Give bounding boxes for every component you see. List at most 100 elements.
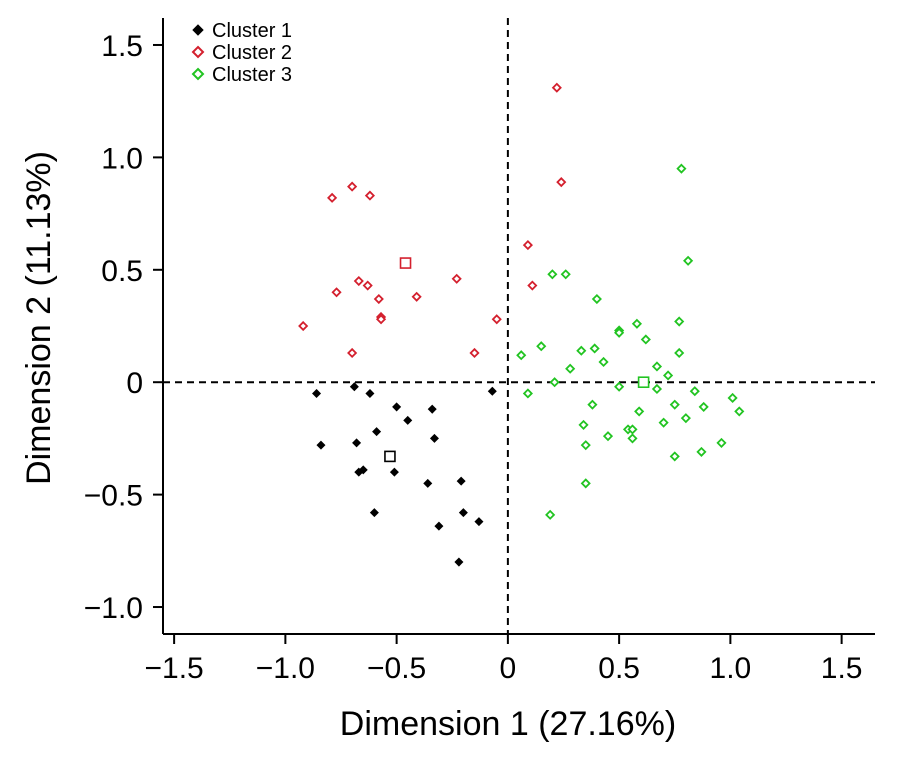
cluster-3-point [680,413,691,424]
cluster-1-point [372,427,382,437]
cluster-1-point [456,476,466,486]
cluster-3-point [614,327,625,338]
cluster-1-point [349,382,359,392]
cluster-3-point [614,381,625,392]
cluster-3-point [547,269,558,280]
cluster-3-point [640,334,651,345]
y-tick-label: 0.5 [101,255,143,288]
cluster-2-legend-marker [191,45,205,59]
cluster-2-point [331,287,342,298]
reference-lines [163,18,875,634]
cluster-3-point [734,406,745,417]
cluster-2-point [451,273,462,284]
cluster-1-point [352,438,362,448]
cluster-1-point [427,404,437,414]
cluster-3-point [545,509,556,520]
y-tick-label: −0.5 [84,480,143,513]
cluster-1-point [458,508,468,518]
cluster-3-point [674,347,685,359]
cluster-2-point [522,239,533,251]
cluster-3-point [689,386,700,397]
cluster-2-point [373,293,384,305]
x-tick-label: −1.0 [256,652,315,685]
cluster-2-point [362,280,373,291]
x-axis-title: Dimension 1 (27.16%) [340,705,676,743]
cluster-2-point [375,314,387,325]
cluster-3-point [602,431,614,442]
cluster-2-point [353,275,364,287]
cluster-3-point [565,363,576,374]
cluster-1-legend-marker [192,24,204,36]
cluster-2-point [491,314,502,325]
cluster-1-point [403,415,413,425]
y-tick-label: 1.0 [101,142,143,175]
cluster-2-point [347,347,358,359]
cluster-3-point [676,163,687,174]
cluster-1-point [389,467,399,477]
y-tick-label: 1.5 [101,30,143,63]
axes: −1.5 −1.0 −0.5 0 0.5 1.0 1.51.51.00.50−0.5−1.0 [84,18,875,685]
cluster-2-point [327,192,338,203]
cluster-3-point [698,401,709,413]
cluster-1-point [474,517,484,527]
cluster-3-point [536,341,547,352]
cluster-2-point [298,320,309,332]
cluster-2-point [469,347,480,359]
cluster-2-point [364,190,375,201]
cluster-1-point [423,478,433,488]
cluster-2-centroid [399,257,412,269]
y-tick-label: −1.0 [84,592,143,625]
cluster-3-point [587,399,598,410]
cluster-3-point [631,318,642,329]
cluster-1-legend-label: Cluster 1 [212,20,292,42]
cluster-3-point [560,269,571,280]
cluster-1-point [365,388,375,398]
y-tick-label: 0 [126,367,143,400]
cluster-3-point [669,399,680,410]
cluster-3-point [651,361,663,372]
cluster-3-point [576,345,587,356]
cluster-3-point [578,419,589,430]
cluster-3-legend-label: Cluster 3 [212,64,292,86]
cluster-3-centroid [637,376,650,389]
cluster-3-point [634,406,645,417]
cluster-3-point [589,343,600,354]
cluster-3-point [580,478,591,489]
cluster-3-point [669,451,680,462]
cluster-3-point [716,437,727,448]
cluster-2-point [347,181,358,192]
cluster-3-point [674,316,685,327]
cluster-3-point [696,446,707,457]
x-tick-label: 0 [500,652,517,685]
cluster-3-point [549,377,560,388]
data-points [298,82,745,567]
cluster-1-point [312,388,322,398]
x-tick-label: −0.5 [367,652,426,685]
cluster-2-point [556,177,567,188]
cluster-2-legend-label: Cluster 2 [212,42,292,64]
x-tick-label: 0.5 [598,652,640,685]
cluster-3-point [651,383,663,395]
cluster-1-point [434,521,444,531]
cluster-1-point [316,440,326,450]
cluster-1-centroid [384,450,396,463]
cluster-1-point [358,465,368,475]
cluster-3-point [658,417,669,428]
cluster-3-point [627,424,638,435]
cluster-1-point [454,557,464,567]
cluster-3-point [516,350,527,361]
x-tick-label: 1.5 [821,652,863,685]
cluster-3-point [580,440,591,451]
cluster-3-point [522,388,533,399]
cluster-3-point [598,356,609,368]
x-tick-label: 1.0 [710,652,752,685]
cluster-3-point [663,370,674,381]
cluster-3-legend-marker [191,67,205,81]
cluster-2-point [411,291,422,302]
cluster-1-point [392,402,402,412]
cluster-1-point [429,433,439,443]
y-axis-title: Dimension 2 (11.13%) [20,151,58,485]
